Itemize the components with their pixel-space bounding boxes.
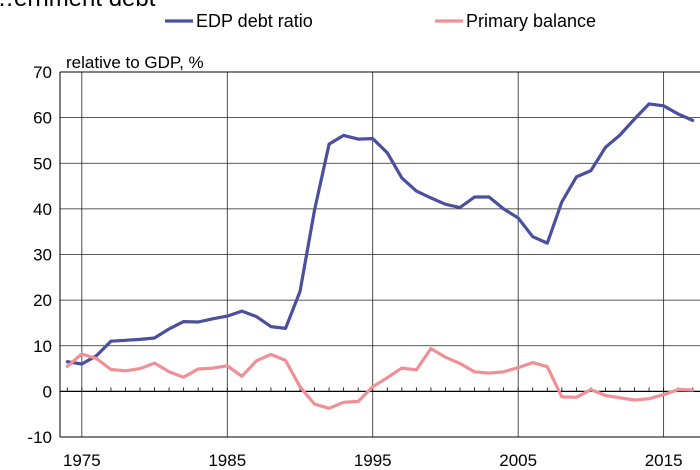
y-tick-labels: -10 0 10 20 30 40 50 60 70 xyxy=(27,63,52,447)
y-tick-label: 0 xyxy=(43,382,52,401)
series-line-primary-balance xyxy=(65,346,695,410)
y-tick-label: -10 xyxy=(27,428,52,447)
chart-legend: EDP debt ratio Primary balance xyxy=(165,11,596,31)
grid xyxy=(60,71,700,437)
y-tick-label: 10 xyxy=(33,337,52,356)
series-line-edp-debt-ratio xyxy=(65,102,695,366)
x-tick-label: 1975 xyxy=(63,451,101,470)
x-tick-label: 1985 xyxy=(208,451,246,470)
axes xyxy=(59,71,700,438)
series-lines xyxy=(65,102,695,410)
x-tick-label: 1995 xyxy=(354,451,392,470)
y-tick-label: 20 xyxy=(33,291,52,310)
y-axis-label: relative to GDP, % xyxy=(66,53,204,72)
legend-label: EDP debt ratio xyxy=(196,11,313,31)
y-tick-label: 70 xyxy=(33,63,52,82)
x-tick-label: 2015 xyxy=(645,451,683,470)
x-tick-label: 2005 xyxy=(499,451,537,470)
y-tick-label: 40 xyxy=(33,200,52,219)
y-tick-label: 30 xyxy=(33,246,52,265)
y-tick-label: 60 xyxy=(33,109,52,128)
x-tick-labels: 1975 1985 1995 2005 2015 xyxy=(63,451,683,470)
legend-label: Primary balance xyxy=(466,11,596,31)
chart-title: …ernment debt xyxy=(0,0,156,12)
y-tick-label: 50 xyxy=(33,154,52,173)
